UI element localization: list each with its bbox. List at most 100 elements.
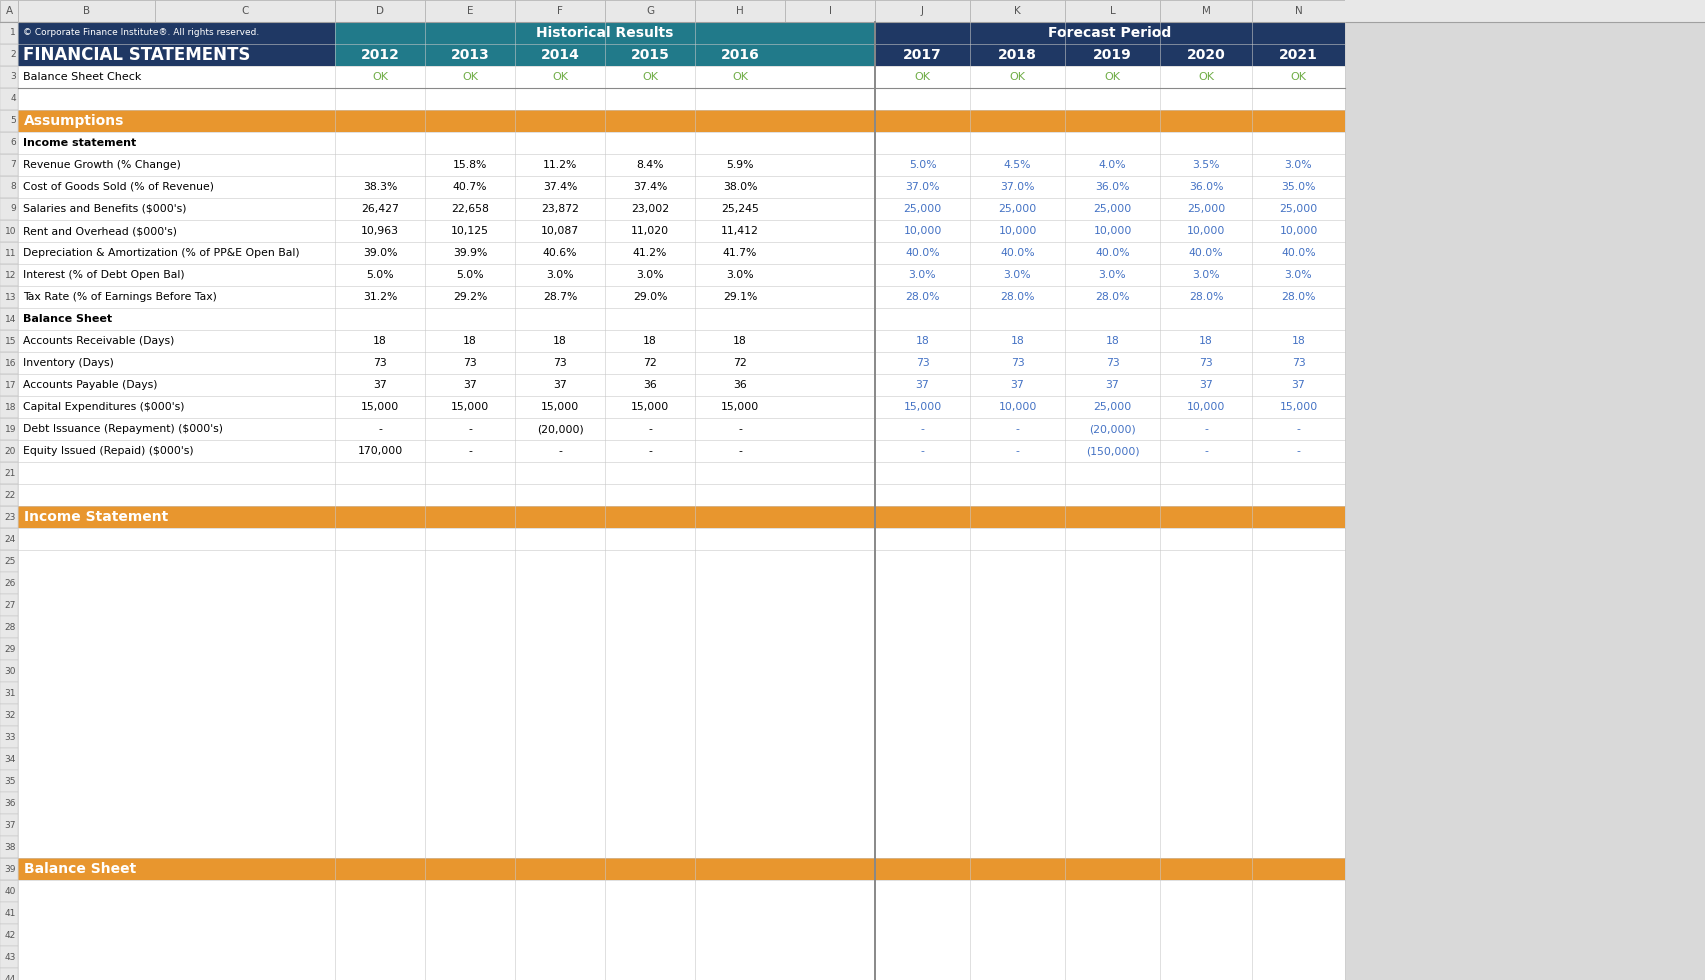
Text: 18: 18 — [1292, 336, 1306, 346]
Text: 28: 28 — [5, 622, 15, 631]
Bar — [19, 44, 334, 66]
Text: 23,002: 23,002 — [631, 204, 668, 214]
Bar — [0, 924, 19, 946]
Text: 40.0%: 40.0% — [1001, 248, 1035, 258]
Bar — [19, 858, 1345, 880]
Text: 25,000: 25,000 — [1093, 402, 1132, 412]
Bar — [334, 0, 425, 22]
Text: (150,000): (150,000) — [1086, 446, 1139, 456]
Bar — [1251, 0, 1345, 22]
Text: -: - — [738, 424, 742, 434]
Text: Income Statement: Income Statement — [24, 510, 169, 524]
Text: © Corporate Finance Institute®. All rights reserved.: © Corporate Finance Institute®. All righ… — [22, 28, 259, 37]
Text: 10,087: 10,087 — [540, 226, 580, 236]
Text: 32: 32 — [5, 710, 15, 719]
Text: Interest (% of Debt Open Bal): Interest (% of Debt Open Bal) — [22, 270, 184, 280]
Text: 25: 25 — [5, 557, 15, 565]
Text: H: H — [737, 6, 743, 16]
Text: FINANCIAL STATEMENTS: FINANCIAL STATEMENTS — [22, 46, 251, 64]
Text: -: - — [469, 424, 472, 434]
Text: A: A — [5, 6, 12, 16]
Text: OK: OK — [552, 72, 568, 82]
Bar — [19, 22, 334, 44]
Text: 73: 73 — [916, 358, 929, 368]
Text: Inventory (Days): Inventory (Days) — [22, 358, 114, 368]
Text: 28.0%: 28.0% — [1280, 292, 1316, 302]
Text: Assumptions: Assumptions — [24, 114, 124, 128]
Bar — [425, 0, 515, 22]
Text: G: G — [646, 6, 655, 16]
Text: 18: 18 — [464, 336, 477, 346]
Bar — [0, 660, 19, 682]
Text: 73: 73 — [552, 358, 566, 368]
Bar — [0, 154, 19, 176]
Text: 37: 37 — [1105, 380, 1120, 390]
Bar — [0, 374, 19, 396]
Text: OK: OK — [1009, 72, 1025, 82]
Text: 37: 37 — [5, 820, 15, 829]
Text: OK: OK — [731, 72, 748, 82]
Bar — [0, 550, 19, 572]
Text: 20: 20 — [5, 447, 15, 456]
Bar — [19, 506, 1345, 528]
Bar — [0, 594, 19, 616]
Text: 13: 13 — [5, 292, 15, 302]
Bar — [784, 0, 875, 22]
Text: -: - — [648, 446, 651, 456]
Text: 40.6%: 40.6% — [542, 248, 578, 258]
Bar — [0, 770, 19, 792]
Text: 3.0%: 3.0% — [726, 270, 754, 280]
Bar — [0, 484, 19, 506]
Text: D: D — [377, 6, 384, 16]
Text: 41: 41 — [5, 908, 15, 917]
Bar — [970, 0, 1066, 22]
Text: -: - — [1016, 446, 1020, 456]
Text: 170,000: 170,000 — [358, 446, 402, 456]
Bar — [19, 0, 155, 22]
Bar — [0, 22, 19, 44]
Text: 73: 73 — [1292, 358, 1306, 368]
Text: 2019: 2019 — [1093, 48, 1132, 62]
Text: 2020: 2020 — [1187, 48, 1226, 62]
Text: 22: 22 — [5, 491, 15, 500]
Bar — [0, 176, 19, 198]
Text: Balance Sheet Check: Balance Sheet Check — [22, 72, 142, 82]
Text: 11,020: 11,020 — [631, 226, 668, 236]
Text: 11,412: 11,412 — [721, 226, 759, 236]
Text: 15,000: 15,000 — [1279, 402, 1318, 412]
Text: 10,000: 10,000 — [1187, 226, 1226, 236]
Text: 37.0%: 37.0% — [1001, 182, 1035, 192]
Text: 7: 7 — [10, 161, 15, 170]
Text: Accounts Receivable (Days): Accounts Receivable (Days) — [22, 336, 174, 346]
Text: 22,658: 22,658 — [452, 204, 489, 214]
Bar — [0, 968, 19, 980]
Text: 4.5%: 4.5% — [1004, 160, 1032, 170]
Text: 8: 8 — [10, 182, 15, 191]
Bar — [1159, 0, 1251, 22]
Text: 39.9%: 39.9% — [454, 248, 488, 258]
Text: M: M — [1202, 6, 1211, 16]
Text: 25,000: 25,000 — [1093, 204, 1132, 214]
Text: 37: 37 — [1292, 380, 1306, 390]
Text: 37.4%: 37.4% — [542, 182, 578, 192]
Text: Accounts Payable (Days): Accounts Payable (Days) — [22, 380, 157, 390]
Text: 16: 16 — [5, 359, 15, 368]
Text: 26: 26 — [5, 578, 15, 587]
Text: 73: 73 — [373, 358, 387, 368]
Text: 3.0%: 3.0% — [546, 270, 575, 280]
Text: Balance Sheet: Balance Sheet — [24, 862, 136, 876]
Text: 14: 14 — [5, 315, 15, 323]
Text: 38: 38 — [5, 843, 15, 852]
Text: 11.2%: 11.2% — [542, 160, 578, 170]
Text: 25,000: 25,000 — [1187, 204, 1226, 214]
Bar — [0, 946, 19, 968]
Text: 10,000: 10,000 — [1093, 226, 1132, 236]
Bar — [0, 286, 19, 308]
Text: 36: 36 — [643, 380, 656, 390]
Text: 31: 31 — [5, 689, 15, 698]
Text: 9: 9 — [10, 205, 15, 214]
Bar — [0, 506, 19, 528]
Text: 15,000: 15,000 — [361, 402, 399, 412]
Bar — [0, 440, 19, 462]
Bar — [155, 0, 334, 22]
